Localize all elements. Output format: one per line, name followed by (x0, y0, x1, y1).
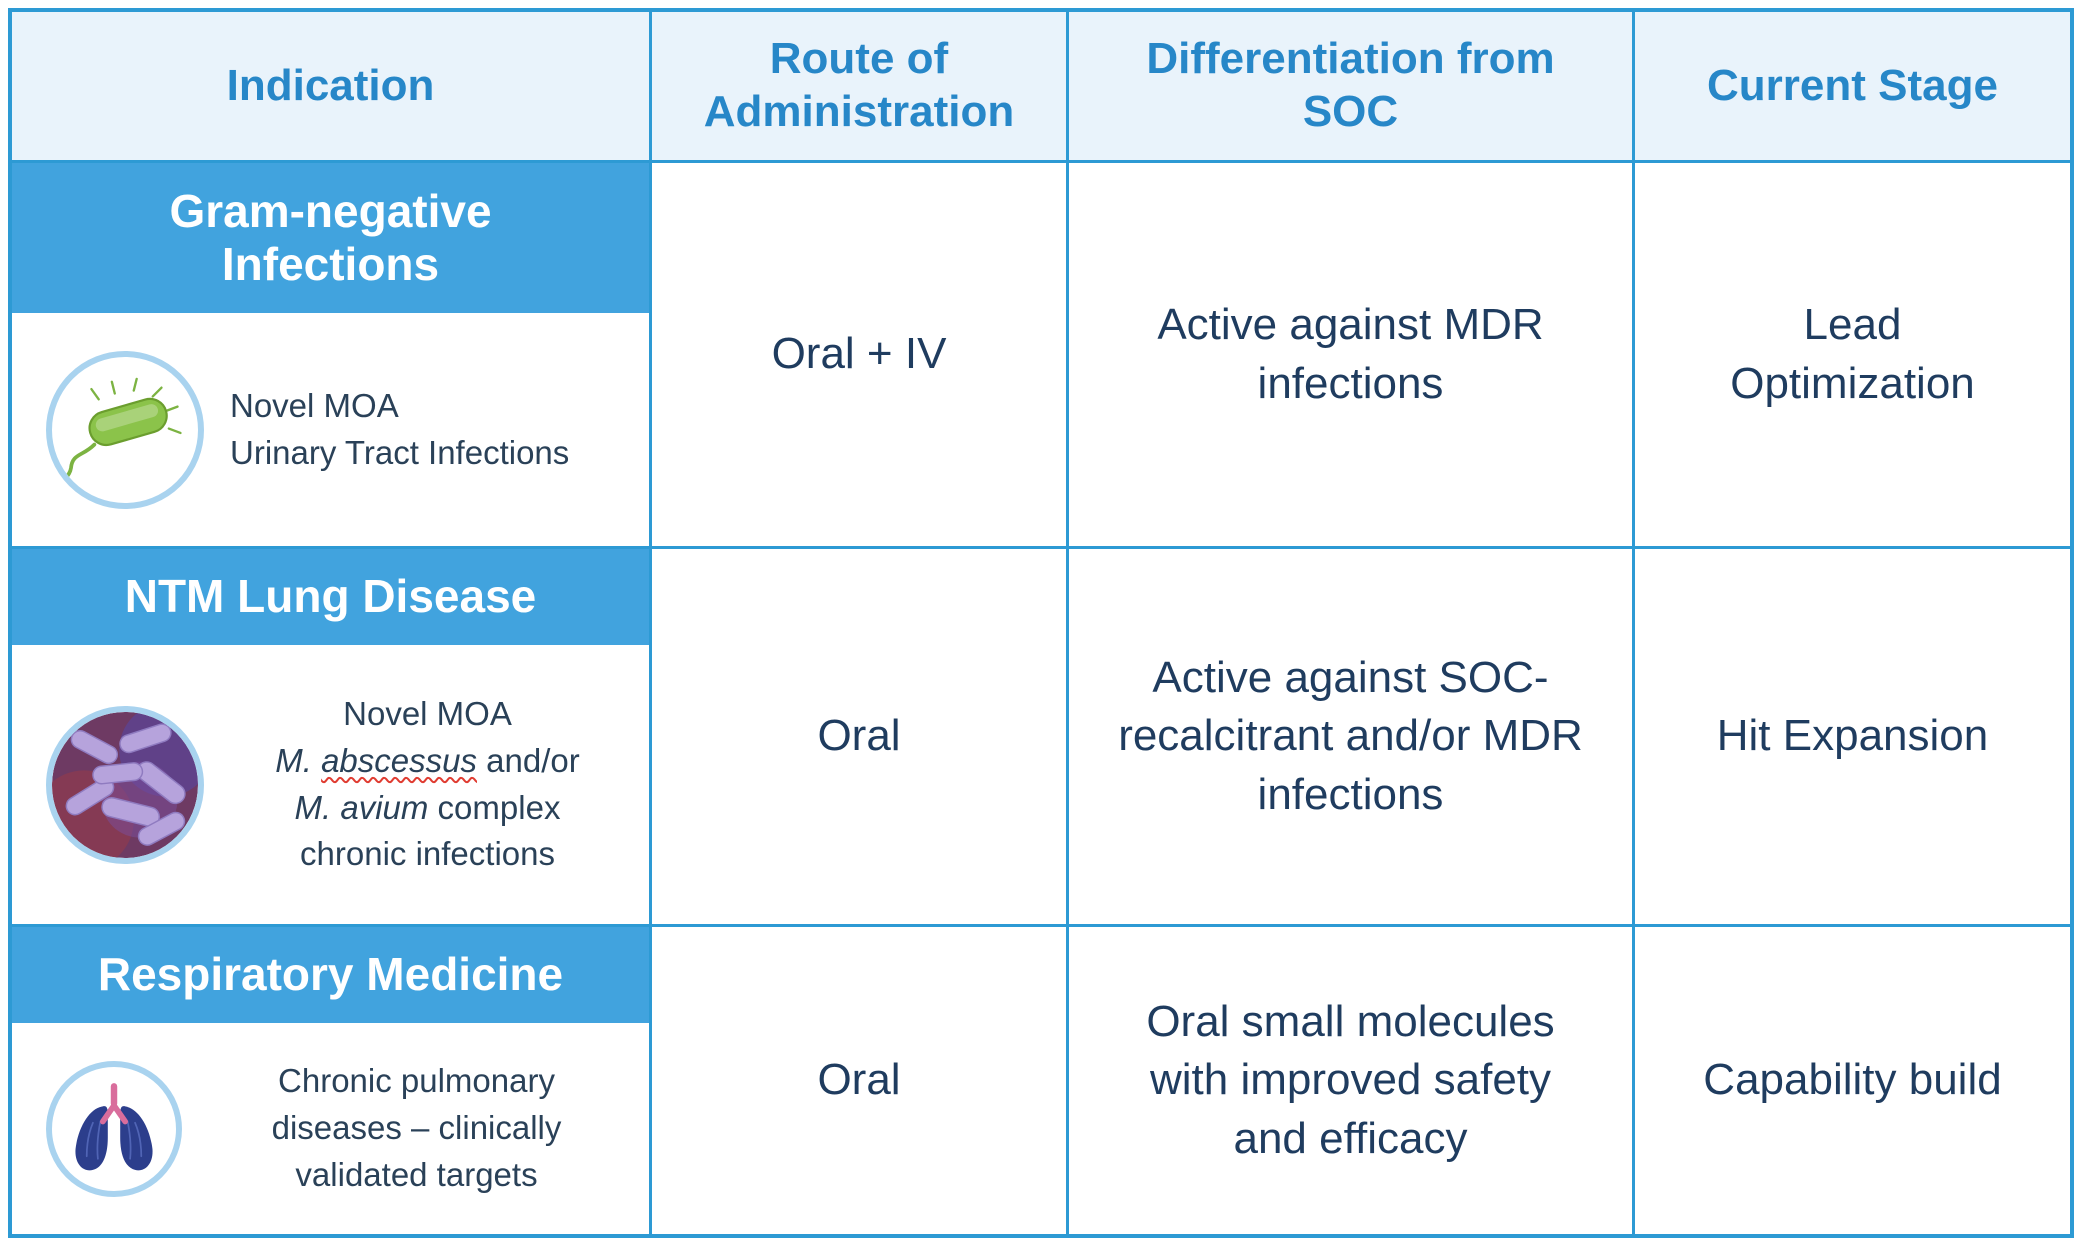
route-cell-respiratory: Oral (652, 927, 1066, 1234)
banner-label: Gram-negative Infections (169, 184, 492, 290)
purple-bacteria-icon (46, 705, 204, 864)
desc-segment: chronic infections (300, 835, 555, 873)
stage-value: Capability build (1703, 1055, 2002, 1105)
desc-line: Urinary Tract Infections (230, 430, 625, 477)
desc-segment: validated targets (295, 1155, 538, 1193)
row-banner-ntm: NTM Lung Disease (12, 549, 649, 645)
route-cell-gram-negative: Oral + IV (652, 163, 1066, 546)
column-header-indication: Indication (12, 12, 649, 160)
desc-segment: and/or (477, 741, 580, 779)
indication-cell-gram-negative: Gram-negative Infections (12, 163, 649, 546)
desc-line: Chronic pulmonary (208, 1058, 625, 1105)
column-header-route: Route of Administration (652, 12, 1066, 160)
desc-line: M. avium complex (230, 785, 625, 832)
banner-label: NTM Lung Disease (124, 570, 537, 623)
pipeline-table: Indication Route of Administration Diffe… (8, 8, 2074, 1238)
indication-body: Novel MOA M. abscessus and/or M. avium com… (12, 645, 649, 924)
desc-segment: Novel MOA (343, 694, 512, 732)
indication-cell-respiratory: Respiratory Medicine (12, 927, 649, 1234)
header-label: Route of Administration (703, 34, 1015, 136)
stage-cell-ntm: Hit Expansion (1635, 549, 2070, 924)
row-banner-gram-negative: Gram-negative Infections (12, 163, 649, 313)
desc-segment: abscessus (321, 741, 477, 779)
indication-description: Chronic pulmonary diseases – clinically va… (208, 1058, 625, 1199)
header-label: Current Stage (1707, 60, 1998, 110)
desc-line: Novel MOA (230, 383, 625, 430)
desc-segment: M. avium (294, 788, 429, 826)
desc-segment: Urinary Tract Infections (230, 433, 570, 471)
differentiation-cell-respiratory: Oral small molecules with improved safet… (1069, 927, 1632, 1234)
header-label: Indication (226, 60, 435, 110)
differentiation-cell-gram-negative: Active against MDR infections (1069, 163, 1632, 546)
route-cell-ntm: Oral (652, 549, 1066, 924)
route-value: Oral (817, 711, 901, 761)
stage-cell-gram-negative: Lead Optimization (1635, 163, 2070, 546)
desc-line: validated targets (208, 1152, 625, 1199)
differentiation-value: Active against SOC- recalcitrant and/or … (1118, 653, 1583, 819)
desc-segment: complex (428, 788, 561, 826)
stage-value: Lead Optimization (1730, 300, 1975, 408)
column-header-differentiation: Differentiation from SOC (1069, 12, 1632, 160)
route-value: Oral (817, 1055, 901, 1105)
column-header-stage: Current Stage (1635, 12, 2070, 160)
desc-segment: Chronic pulmonary (278, 1062, 555, 1100)
header-label: Differentiation from SOC (1146, 34, 1555, 136)
desc-segment: Novel MOA (230, 386, 399, 424)
stage-cell-respiratory: Capability build (1635, 927, 2070, 1234)
differentiation-cell-ntm: Active against SOC- recalcitrant and/or … (1069, 549, 1632, 924)
desc-line: diseases – clinically (208, 1105, 625, 1152)
green-bacterium-icon (46, 350, 204, 509)
indication-description: Novel MOA Urinary Tract Infections (230, 383, 625, 477)
differentiation-value: Active against MDR infections (1157, 300, 1544, 408)
stage-value: Hit Expansion (1716, 711, 1989, 761)
desc-segment: diseases – clinically (271, 1109, 562, 1147)
route-value: Oral + IV (771, 329, 947, 379)
banner-label: Respiratory Medicine (97, 948, 564, 1001)
indication-body: Novel MOA Urinary Tract Infections (12, 313, 649, 546)
desc-segment: M. (275, 741, 322, 779)
desc-line: chronic infections (230, 831, 625, 878)
indication-body: Chronic pulmonary diseases – clinically va… (12, 1023, 649, 1234)
desc-line: Novel MOA (230, 691, 625, 738)
row-banner-respiratory: Respiratory Medicine (12, 927, 649, 1023)
indication-cell-ntm: NTM Lung Disease (12, 549, 649, 924)
differentiation-value: Oral small molecules with improved safet… (1146, 997, 1555, 1163)
lungs-icon (46, 1060, 182, 1197)
desc-line: M. abscessus and/or (230, 738, 625, 785)
indication-description: Novel MOA M. abscessus and/or M. avium com… (230, 691, 625, 878)
